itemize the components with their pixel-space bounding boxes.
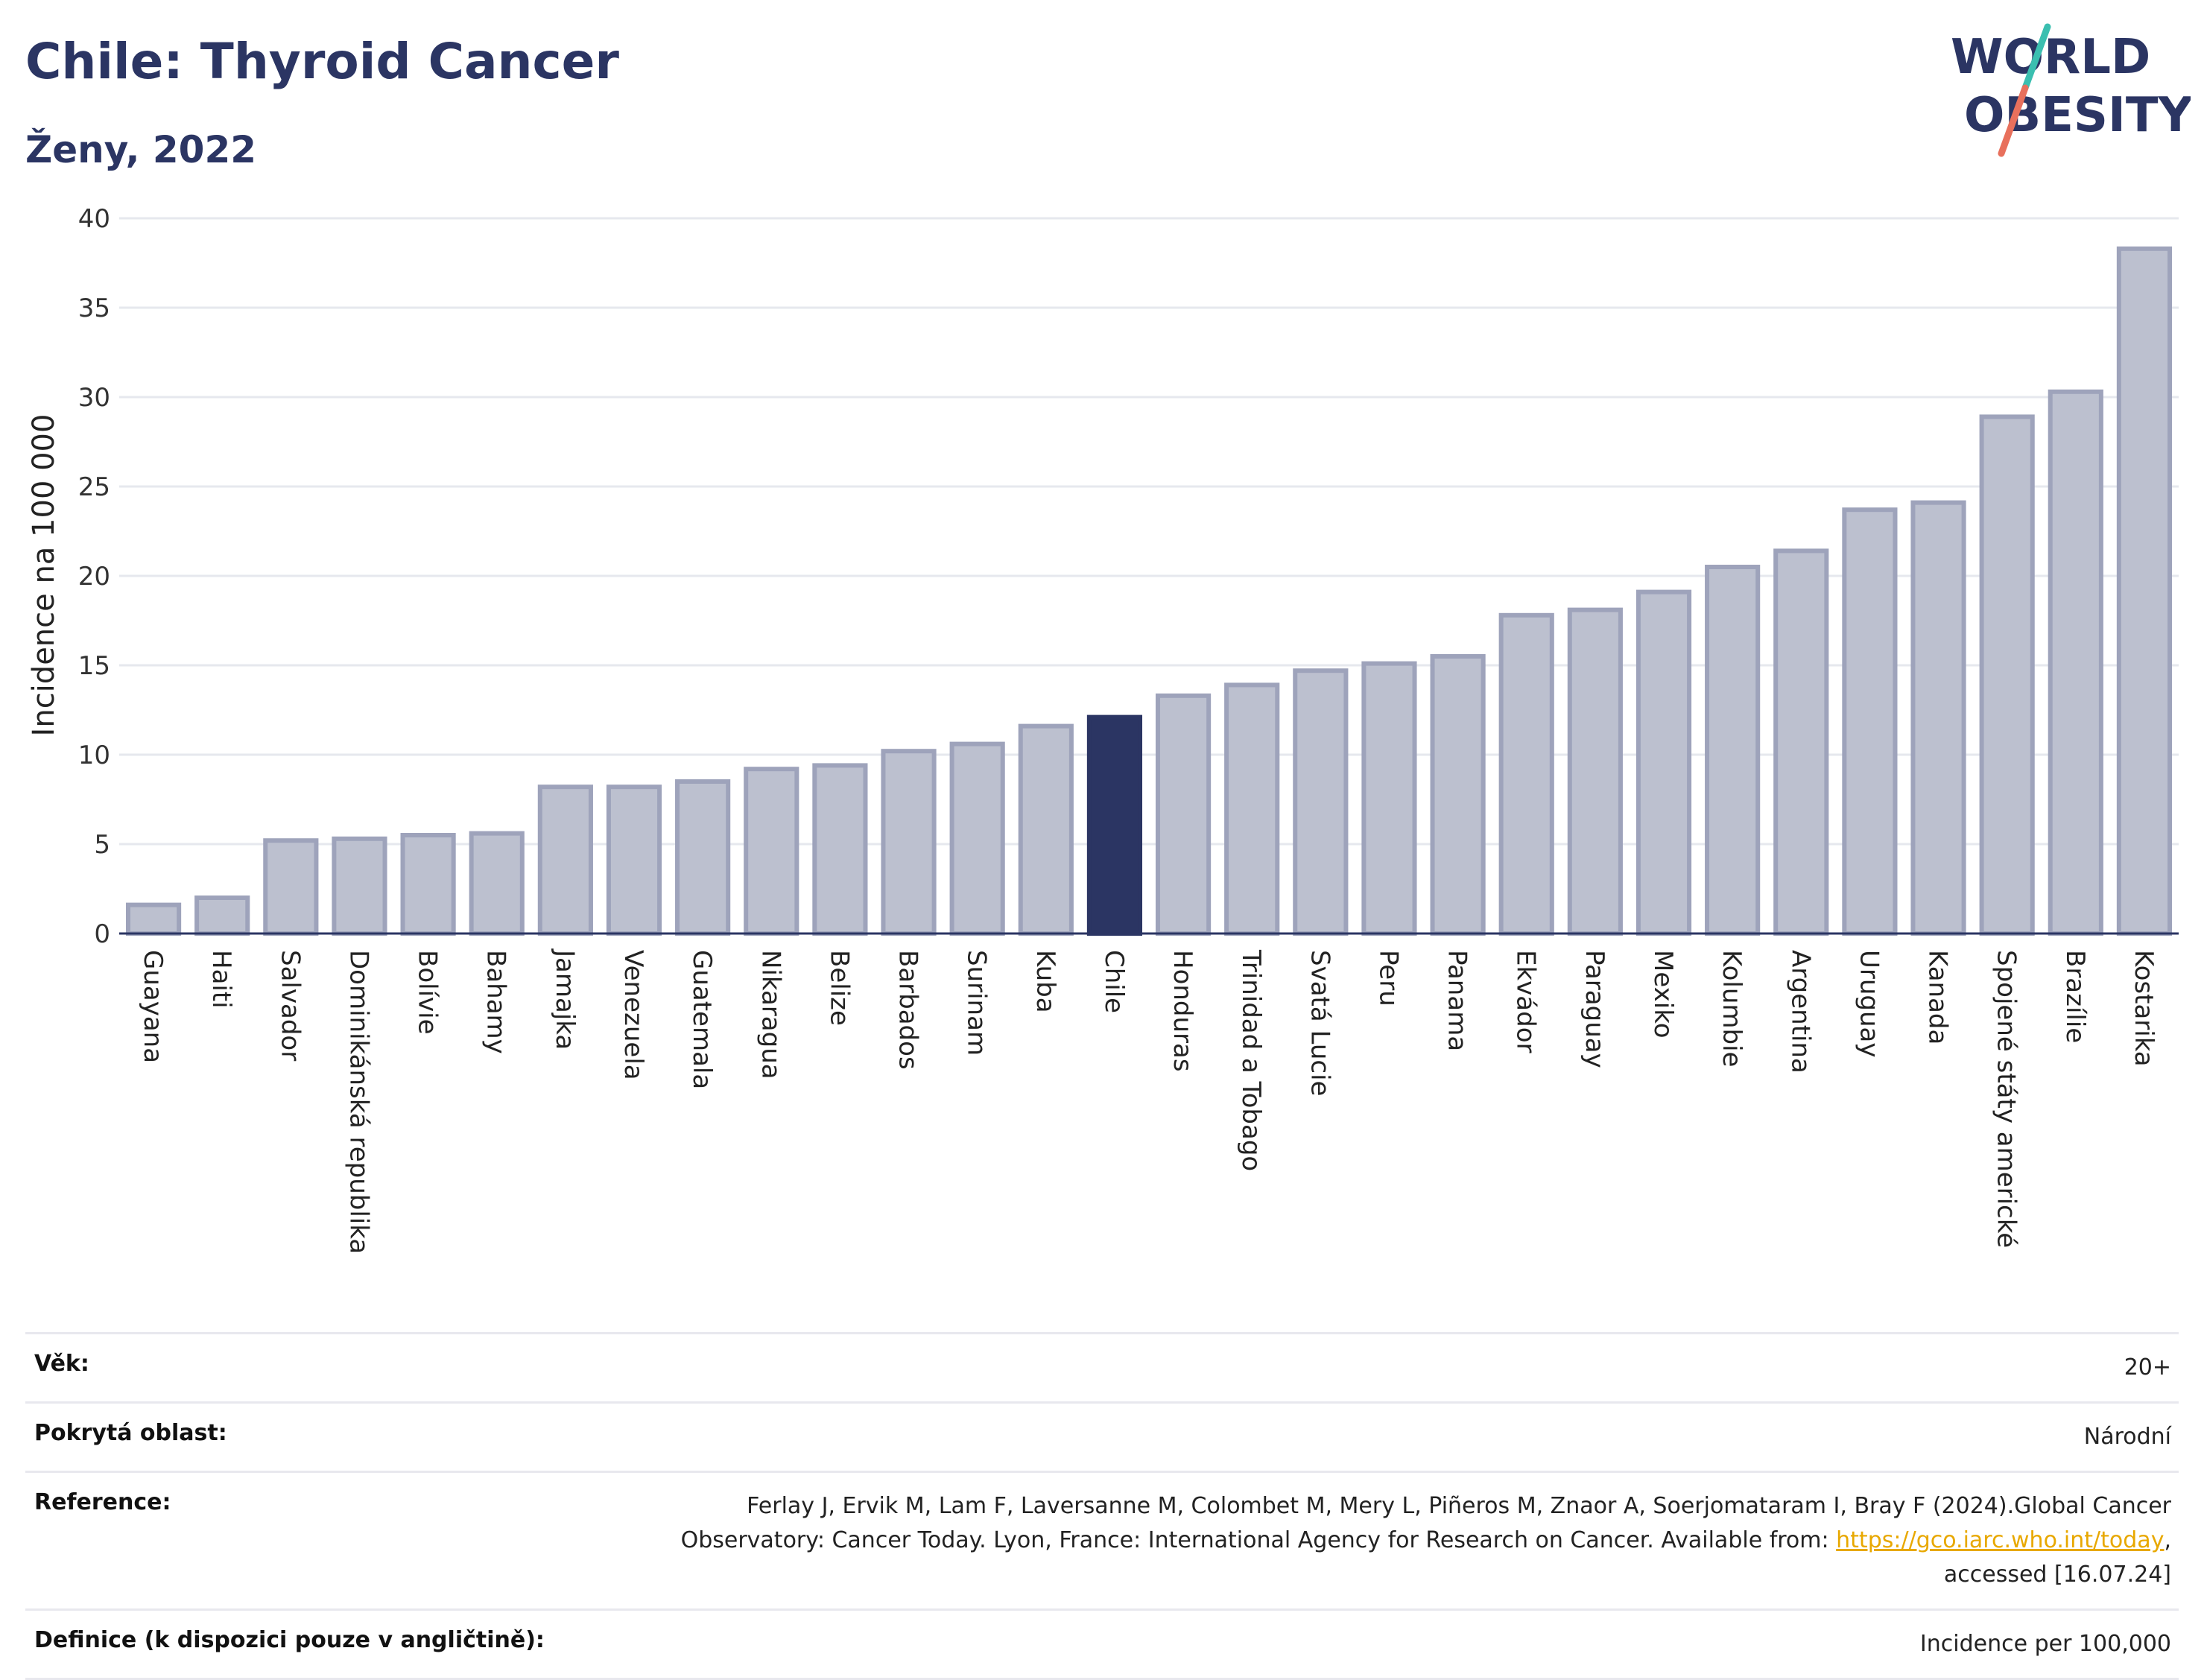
world-obesity-logo: WORLD OBESITY — [1951, 23, 2191, 157]
bar — [1842, 507, 1898, 936]
x-tick-label: Uruguay — [1854, 950, 1884, 1058]
bar — [1910, 500, 1966, 936]
bar — [400, 833, 456, 936]
info-key-definition: Definice (k dispozici pouze v angličtině… — [34, 1627, 545, 1653]
info-row-definition: Definice (k dispozici pouze v angličtině… — [25, 1608, 2179, 1680]
bar — [1567, 607, 1623, 936]
x-tick-label: Ekvádor — [1511, 950, 1541, 1053]
reference-link[interactable]: https://gco.iarc.who.int/today — [1836, 1527, 2165, 1553]
x-tick-label: Peru — [1373, 950, 1403, 1007]
info-value-definition: Incidence per 100,000 — [1919, 1631, 2171, 1657]
x-tick-label: Kolumbie — [1717, 950, 1747, 1067]
bar — [1361, 661, 1417, 936]
x-tick-label: Jamajka — [550, 948, 580, 1050]
logo-text-world: WORLD — [1951, 30, 2150, 85]
bar — [881, 749, 937, 936]
info-table: Věk: 20+ Pokrytá oblast: Národní Referen… — [25, 1332, 2179, 1680]
bar — [1773, 548, 1829, 936]
x-tick-label: Guayana — [138, 950, 168, 1063]
bar-highlight — [1086, 714, 1143, 936]
reference-accessed: , accessed [16.07.24] — [1943, 1527, 2171, 1588]
y-tick-label: 30 — [78, 383, 110, 413]
bars — [125, 246, 2173, 936]
bar — [1293, 668, 1349, 936]
x-tick-label: Salvador — [275, 950, 305, 1061]
bar — [1635, 589, 1692, 936]
x-tick-label: Brazílie — [2060, 950, 2090, 1043]
y-axis-ticks: 0 5 10 15 20 25 30 35 40 — [78, 204, 110, 949]
y-tick-label: 40 — [78, 204, 110, 234]
bar — [1498, 612, 1554, 936]
x-tick-label: Trinidad a Tobago — [1236, 949, 1266, 1171]
x-tick-label: Guatemala — [687, 950, 717, 1089]
y-tick-label: 15 — [78, 651, 110, 681]
bar — [1979, 414, 2035, 936]
bar — [2116, 246, 2173, 936]
info-value-reference: Ferlay J, Ervik M, Lam F, Laversanne M, … — [644, 1489, 2171, 1592]
y-tick-label: 0 — [94, 919, 110, 949]
info-key-reference: Reference: — [34, 1489, 171, 1515]
bar — [812, 763, 868, 936]
bar — [1705, 565, 1761, 936]
x-tick-label: Kanada — [1923, 950, 1953, 1045]
bar — [1430, 654, 1486, 936]
bar — [606, 784, 662, 936]
bar — [125, 902, 182, 936]
bar — [1155, 693, 1212, 936]
bar — [1224, 682, 1280, 936]
bar — [2048, 389, 2103, 936]
bar — [744, 767, 799, 936]
chart-title: Chile: Thyroid Cancer — [25, 33, 619, 90]
bar — [537, 784, 593, 936]
x-tick-label: Barbados — [893, 950, 923, 1070]
logo-slash-bottom — [1998, 84, 2029, 157]
y-tick-label: 35 — [78, 294, 110, 323]
y-tick-label: 25 — [78, 472, 110, 502]
chart-subtitle: Ženy, 2022 — [25, 128, 257, 171]
bar — [263, 838, 319, 936]
bar — [332, 836, 387, 936]
x-tick-label: Surinam — [962, 950, 992, 1056]
x-tick-label: Kostarika — [2129, 950, 2159, 1067]
x-tick-label: Venezuela — [618, 950, 648, 1080]
y-axis-title: Incidence na 100 000 — [27, 414, 61, 737]
info-key-age: Věk: — [34, 1351, 89, 1377]
x-tick-label: Honduras — [1168, 950, 1197, 1072]
x-tick-label: Argentina — [1785, 950, 1815, 1074]
info-row-reference: Reference: Ferlay J, Ervik M, Lam F, Lav… — [25, 1471, 2179, 1608]
logo-text-obesity: OBESITY — [1964, 88, 2191, 143]
x-tick-label: Bahamy — [481, 950, 511, 1054]
bar — [194, 896, 250, 936]
x-tick-label: Panama — [1443, 950, 1472, 1051]
bar — [949, 741, 1005, 936]
info-row-age: Věk: 20+ — [25, 1332, 2179, 1401]
x-tick-label: Nikaragua — [756, 950, 785, 1080]
y-tick-label: 20 — [78, 562, 110, 592]
x-tick-label: Chile — [1099, 950, 1129, 1013]
x-tick-label: Paraguay — [1580, 950, 1609, 1068]
info-value-coverage: Národní — [2083, 1424, 2171, 1450]
info-row-coverage: Pokrytá oblast: Národní — [25, 1401, 2179, 1471]
y-tick-label: 10 — [78, 741, 110, 770]
bar — [675, 779, 731, 936]
x-tick-label: Spojené státy americké — [1992, 950, 2021, 1248]
x-tick-label: Kuba — [1030, 950, 1060, 1013]
x-tick-label: Belize — [824, 950, 854, 1026]
y-tick-label: 5 — [94, 830, 110, 860]
x-axis-labels: Guayana Haiti Salvador Dominikánská republi… — [138, 948, 2159, 1254]
info-key-coverage: Pokrytá oblast: — [34, 1420, 227, 1446]
info-value-age: 20+ — [2124, 1354, 2171, 1381]
bar — [469, 831, 525, 936]
bar-chart: 0 5 10 15 20 25 30 35 40 Guayana Haiti Salvador Dom… — [27, 204, 2179, 1254]
x-tick-label: Haiti — [206, 950, 236, 1009]
x-tick-label: Dominikánská republika — [343, 950, 373, 1254]
reference-text: Ferlay J, Ervik M, Lam F, Laversanne M, … — [680, 1493, 2171, 1553]
x-tick-label: Svatá Lucie — [1305, 950, 1334, 1096]
bar — [1018, 723, 1074, 936]
x-tick-label: Mexiko — [1648, 950, 1678, 1039]
x-tick-label: Bolívie — [413, 950, 443, 1035]
logo-slash-top — [2021, 23, 2051, 92]
